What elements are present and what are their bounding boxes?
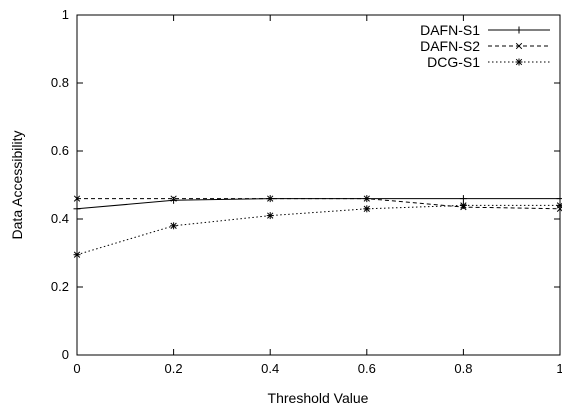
plot-frame — [76, 14, 561, 356]
series-line — [76, 198, 560, 210]
data-point — [170, 222, 178, 230]
data-point — [459, 201, 467, 209]
data-point — [73, 195, 81, 202]
y-axis-ticks: 0 0.2 0.4 0.6 0.8 1 — [51, 7, 560, 362]
data-point — [363, 205, 371, 213]
data-point — [363, 195, 370, 202]
y-tick-label: 0.6 — [51, 143, 69, 158]
data-point — [267, 195, 274, 202]
data-point — [556, 195, 562, 203]
legend-label: DAFN-S2 — [420, 38, 480, 54]
data-point — [170, 195, 177, 202]
data-point — [73, 205, 81, 213]
data-point — [459, 195, 467, 203]
series-layer — [73, 195, 562, 259]
x-tick-label: 0.6 — [358, 361, 376, 376]
legend-item: DCG-S1 — [427, 54, 550, 70]
x-axis-title: Threshold Value — [268, 390, 369, 406]
x-tick-label: 0 — [73, 361, 80, 376]
y-tick-label: 1 — [62, 7, 69, 22]
y-tick-label: 0.2 — [51, 279, 69, 294]
legend-marker — [515, 42, 523, 50]
series-line — [76, 204, 560, 256]
series-dcg-s1 — [73, 201, 562, 259]
y-axis-title: Data Accessibility — [9, 131, 25, 240]
y-tick-label: 0 — [62, 347, 69, 362]
series-line — [77, 198, 561, 210]
x-axis-ticks: 0 0.2 0.4 0.6 0.8 1 — [73, 15, 562, 376]
x-tick-label: 0.4 — [261, 361, 279, 376]
legend-label: DCG-S1 — [427, 54, 480, 70]
legend-marker — [515, 58, 523, 66]
data-point — [73, 251, 81, 259]
legend-label: DAFN-S1 — [420, 22, 480, 38]
data-point — [266, 212, 274, 220]
x-tick-label: 0.8 — [454, 361, 472, 376]
legend-marker — [515, 26, 523, 34]
legend-item: DAFN-S1 — [420, 22, 550, 38]
series-dafn-s1 — [73, 195, 562, 213]
y-tick-label: 0.8 — [51, 75, 69, 90]
y-tick-label: 0.4 — [51, 211, 69, 226]
data-point — [170, 196, 178, 204]
x-tick-label: 0.2 — [165, 361, 183, 376]
x-tick-label: 1 — [556, 361, 562, 376]
legend-item: DAFN-S2 — [420, 38, 550, 54]
